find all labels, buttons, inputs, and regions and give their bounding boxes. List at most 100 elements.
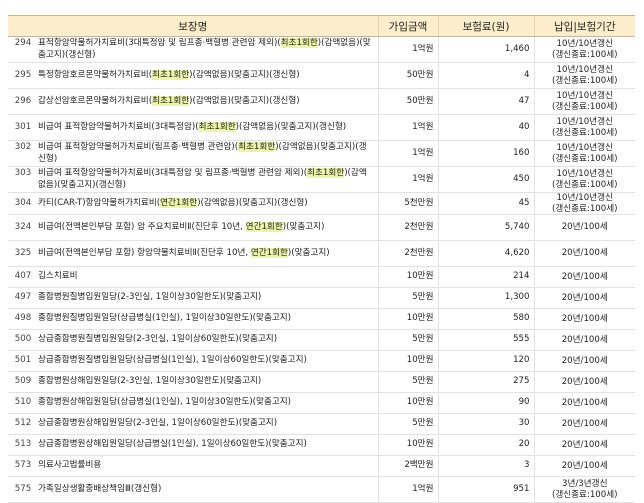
table-row: 325 비급여(전액본인부담 포함) 항암약물치료비Ⅱ(진단후 10년, 연간1회…: [8, 240, 635, 267]
coverage-name-cell: 512 상급종합병원상해입원일당(2-3인실, 1일이상60일한도)(맞춤고지): [8, 413, 378, 435]
limit-highlight: 연간1회한: [160, 197, 198, 208]
coverage-name-cell: 575 가족일상생활중배상책임Ⅲ(갱신형): [8, 476, 378, 503]
coverage-code: 512: [14, 418, 32, 429]
coverage-name-cell: 295 특정항암호르몬약물허가치료비(최초1회한)(감액없음)(맞춤고지)(갱신형…: [8, 62, 378, 89]
term-renewal-line: (갱신종료:100세): [551, 49, 618, 60]
coverage-name-text: 의료사고법률비용: [38, 460, 102, 471]
coverage-name-suffix: )(감액없음)(맞춤고지)(갱신형): [189, 95, 300, 106]
coverage-code: 575: [14, 483, 32, 494]
amount-cell: 10만원: [377, 266, 438, 288]
coverage-name-text: 표적항암약물허가치료비(3대특정암 및 림프종·백혈병 관련암 제외)(: [38, 38, 281, 48]
term-cell: 3년/3년갱신 (갱신종료:100세): [533, 476, 635, 503]
premium-cell: 951: [437, 476, 534, 503]
coverage-code: 304: [14, 197, 32, 208]
coverage-name-text: 비급여 표적항암약물허가치료비(3대특정암)(: [38, 121, 199, 132]
coverage-name: 종합병원질병입원일당(상급병실(1인실), 1일이상30일한도)(맞춤고지): [38, 313, 374, 325]
coverage-name-text: 비급여(전액본인부담 포함) 항암약물치료비Ⅱ(진단후 10년,: [38, 247, 251, 258]
coverage-name-text: 카티(CAR-T)항암약물허가치료비(: [38, 197, 161, 208]
coverage-name: 가족일상생활중배상책임Ⅲ(갱신형): [38, 484, 374, 496]
term-line: 20년/100세: [561, 292, 608, 303]
term-line: 10년/10년갱신: [556, 65, 613, 75]
term-renewal-line: (갱신종료:100세): [551, 75, 618, 86]
coverage-name-text: 종합병원상해입원일당(상급병실(1인실), 1일이상30일한도)(맞춤고지): [38, 397, 292, 408]
premium-cell: 45: [437, 192, 534, 215]
amount-cell: 5만원: [377, 413, 438, 435]
limit-highlight: 최초1회한: [307, 168, 345, 178]
amount-cell: 10만원: [377, 392, 438, 414]
term-line: 20년/100세: [561, 460, 608, 471]
limit-highlight: 연간1회한: [245, 221, 283, 232]
coverage-name: 갑상선암호르몬약물허가치료비(최초1회한)(감액없음)(맞춤고지)(갱신형): [38, 95, 374, 108]
coverage-name: 비급여 표적항암약물허가치료비(림프종·백혈병 관련암)(최초1회한)(감액없음…: [38, 142, 374, 165]
coverage-name-text: 비급여 표적항암약물허가치료비(림프종·백혈병 관련암)(: [38, 142, 239, 152]
coverage-code: 301: [14, 121, 32, 132]
term-cell: 20년/100세: [533, 350, 635, 372]
premium-cell: 1,460: [437, 36, 534, 63]
term-cell: 20년/100세: [533, 329, 635, 351]
term-cell: 20년/100세: [533, 214, 635, 241]
term-cell: 20년/100세: [533, 392, 635, 414]
table-row: 497 종합병원질병입원일당(2-3인실, 1일이상30일한도)(맞춤고지) 5만원…: [8, 287, 635, 309]
header-coverage-name: 보장명: [8, 15, 378, 37]
term-cell: 10년/10년갱신 (갱신종료:100세): [533, 192, 635, 215]
premium-cell: 4: [437, 62, 534, 89]
coverage-name-cell: 573 의료사고법률비용: [8, 455, 378, 477]
coverage-code: 302: [14, 142, 32, 152]
coverage-name: 상급종합병원상해입원일당(상급병실(1인실), 1일이상60일한도)(맞춤고지): [38, 439, 374, 451]
term-cell: 20년/100세: [533, 308, 635, 330]
coverage-code: 325: [14, 247, 32, 258]
coverage-name: 종합병원상해입원일당(상급병실(1인실), 1일이상30일한도)(맞춤고지): [38, 397, 374, 409]
coverage-name-suffix: )(맞춤고지): [282, 221, 325, 232]
term-renewal-line: (갱신종료:100세): [551, 153, 618, 164]
term-cell: 20년/100세: [533, 266, 635, 288]
premium-cell: 450: [437, 166, 534, 193]
coverage-code: 510: [14, 397, 32, 408]
coverage-name-cell: 510 종합병원상해입원일당(상급병실(1인실), 1일이상30일한도)(맞춤고지…: [8, 392, 378, 414]
coverage-code: 501: [14, 355, 32, 366]
premium-cell: 160: [437, 140, 534, 167]
term-line: 10년/10년갱신: [556, 143, 613, 153]
coverage-name: 상급종합병원질병입원일당(2-3인실, 1일이상60일한도)(맞춤고지): [38, 334, 374, 346]
coverage-name: 비급여 표적항암약물허가치료비(3대특정암)(최초1회한)(감액없음)(맞춤고지…: [38, 121, 374, 134]
coverage-name-suffix: )(감액없음)(맞춤고지)(갱신형): [197, 197, 308, 208]
coverage-name-cell: 509 종합병원상해입원일당(2-3인실, 1일이상30일한도)(맞춤고지): [8, 371, 378, 393]
coverage-code: 407: [14, 271, 32, 282]
coverage-name-suffix: )(감액없음)(맞춤고지)(갱신형): [38, 38, 371, 60]
coverage-code: 513: [14, 439, 32, 450]
table-row: 510 종합병원상해입원일당(상급병실(1인실), 1일이상30일한도)(맞춤고지…: [8, 392, 635, 414]
table-row: 498 종합병원질병입원일당(상급병실(1인실), 1일이상30일한도)(맞춤고지…: [8, 308, 635, 330]
coverage-name-cell: 303 비급여 표적항암약물허가치료비(3대특정암 및 림프종·백혈병 관련암 제…: [8, 166, 378, 193]
coverage-name-text: 종합병원상해입원일당(2-3인실, 1일이상30일한도)(맞춤고지): [38, 376, 262, 387]
amount-cell: 5만원: [377, 371, 438, 393]
table-row: 301 비급여 표적항암약물허가치료비(3대특정암)(최초1회한)(감액없음)(맞…: [8, 114, 635, 141]
amount-cell: 10만원: [377, 308, 438, 330]
table-row: 513 상급종합병원상해입원일당(상급병실(1인실), 1일이상60일한도)(맞춤…: [8, 434, 635, 456]
term-cell: 10년/10년갱신 (갱신종료:100세): [533, 140, 635, 167]
coverage-name-cell: 304 카티(CAR-T)항암약물허가치료비(연간1회한)(감액없음)(맞춤고지)…: [8, 192, 378, 215]
coverage-name-suffix: )(감액없음)(맞춤고지)(갱신형): [38, 168, 367, 190]
term-line: 3년/3년갱신: [562, 479, 608, 489]
table-row: 303 비급여 표적항암약물허가치료비(3대특정암 및 림프종·백혈병 관련암 제…: [8, 166, 635, 193]
premium-cell: 1,300: [437, 287, 534, 309]
coverage-name-cell: 497 종합병원질병입원일당(2-3인실, 1일이상30일한도)(맞춤고지): [8, 287, 378, 309]
amount-cell: 50만원: [377, 62, 438, 89]
coverage-code: 509: [14, 376, 32, 387]
table-row: 573 의료사고법률비용 2백만원 3 20년/100세: [8, 455, 635, 477]
coverage-name: 종합병원상해입원일당(2-3인실, 1일이상30일한도)(맞춤고지): [38, 376, 374, 388]
coverage-name: 종합병원질병입원일당(2-3인실, 1일이상30일한도)(맞춤고지): [38, 292, 374, 304]
coverage-name: 비급여 표적항암약물허가치료비(3대특정암 및 림프종·백혈병 관련암 제외)(…: [38, 168, 374, 191]
amount-cell: 5천만원: [377, 192, 438, 215]
premium-cell: 3: [437, 455, 534, 477]
coverage-name-cell: 501 상급종합병원질병입원일당(상급병실(1인실), 1일이상60일한도)(맞춤…: [8, 350, 378, 372]
premium-cell: 214: [437, 266, 534, 288]
limit-highlight: 연간1회한: [250, 247, 288, 258]
coverage-name: 상급종합병원상해입원일당(2-3인실, 1일이상60일한도)(맞춤고지): [38, 418, 374, 430]
table-row: 512 상급종합병원상해입원일당(2-3인실, 1일이상60일한도)(맞춤고지) 5…: [8, 413, 635, 435]
coverage-name-text: 상급종합병원상해입원일당(2-3인실, 1일이상60일한도)(맞춤고지): [38, 418, 278, 429]
term-cell: 20년/100세: [533, 240, 635, 267]
premium-cell: 4,620: [437, 240, 534, 267]
premium-cell: 20: [437, 434, 534, 456]
coverage-name-text: 상급종합병원상해입원일당(상급병실(1인실), 1일이상60일한도)(맞춤고지): [38, 439, 307, 450]
coverage-code: 303: [14, 168, 32, 178]
table-row: 500 상급종합병원질병입원일당(2-3인실, 1일이상60일한도)(맞춤고지) 5…: [8, 329, 635, 351]
